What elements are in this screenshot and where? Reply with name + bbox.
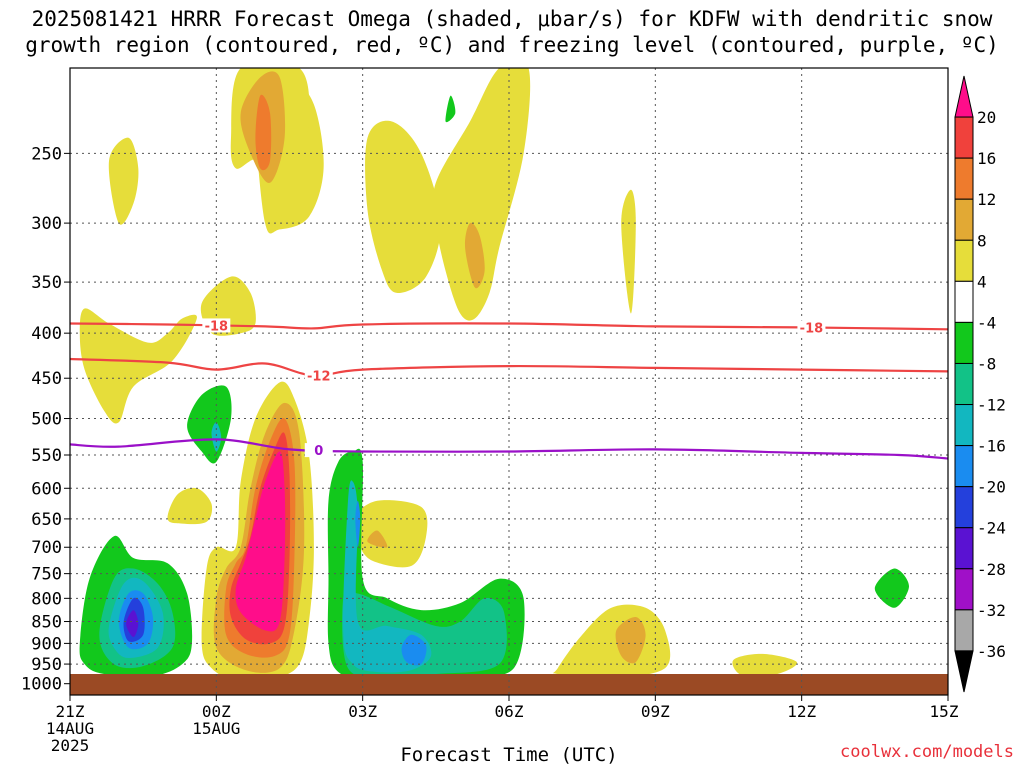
- x-tick-label: 03Z: [348, 702, 377, 721]
- colorbar-label: 20: [977, 108, 996, 127]
- y-tick-label: 600: [31, 479, 62, 499]
- y-tick-label: 550: [31, 446, 62, 466]
- x-tick-label: 15Z: [930, 702, 959, 721]
- y-tick-label: 500: [31, 410, 62, 430]
- colorbar-bin: [954, 568, 974, 611]
- omega-region-orange-5: [367, 530, 388, 548]
- contour-line-2: [70, 438, 948, 460]
- colorbar-bin: [954, 239, 974, 282]
- omega-region-yellow-8: [432, 68, 531, 321]
- colorbar-label: -28: [977, 560, 1006, 579]
- colorbar-bottom-arrow: [954, 650, 974, 693]
- colorbar-label: -36: [977, 642, 1006, 661]
- omega-region-magenta-1: [235, 451, 286, 632]
- colorbar-bin: [954, 609, 974, 652]
- colorbar-bin: [954, 362, 974, 406]
- omega-region-cyan-2: [211, 422, 222, 452]
- omega-region-yellow-9: [621, 189, 636, 314]
- x-tick-label: 14AUG: [46, 719, 94, 738]
- y-tick-label: 800: [31, 589, 62, 609]
- ground-surface: [70, 674, 948, 695]
- omega-region-yellow-3: [167, 487, 213, 525]
- colorbar-bin: [954, 198, 974, 241]
- grid-lines: [70, 68, 948, 695]
- colorbar-bin: [954, 486, 974, 529]
- x-tick-label: 2025: [51, 736, 90, 755]
- y-tick-label: 650: [31, 510, 62, 530]
- y-tick-label: 450: [31, 369, 62, 389]
- contour-label: -12: [307, 370, 331, 385]
- x-tick-label: 06Z: [495, 702, 524, 721]
- omega-region-green-5: [445, 95, 456, 123]
- colorbar-label: -4: [977, 313, 996, 332]
- y-tick-label: 250: [31, 144, 62, 164]
- x-tick-label: 15AUG: [192, 719, 240, 738]
- colorbar-bin: [954, 527, 974, 570]
- colorbar-label: -32: [977, 601, 1006, 620]
- contour-lines: -18 -18 -12 0: [70, 318, 948, 460]
- omega-region-orange-6: [615, 616, 646, 664]
- colorbar-label: 4: [977, 272, 987, 291]
- omega-region-green-2: [187, 385, 232, 464]
- omega-region-blue-4b: [355, 500, 361, 548]
- colorbar-top-arrow: [954, 75, 974, 118]
- colorbar-label: -20: [977, 478, 1006, 497]
- colorbar-bin: [954, 116, 974, 159]
- x-tick-label: 09Z: [641, 702, 670, 721]
- title-line-2: growth region (contoured, red, ºC) and f…: [25, 33, 999, 57]
- contour-label-bg: [202, 318, 231, 333]
- colorbar-label: 16: [977, 149, 996, 168]
- colorbar-label: 12: [977, 190, 996, 209]
- colorbar-bin: [954, 445, 974, 488]
- colorbar-label: -12: [977, 396, 1006, 415]
- contour-label-bg: [304, 368, 333, 383]
- y-tick-label: 750: [31, 565, 62, 585]
- colorbar-label: -16: [977, 437, 1006, 456]
- x-axis-title: Forecast Time (UTC): [400, 744, 618, 766]
- y-axis: 2503003504004505005506006507007508008509…: [21, 144, 70, 695]
- y-tick-label: 300: [31, 214, 62, 234]
- contour-line-1: [70, 357, 948, 377]
- colorbar-bin: [954, 321, 974, 364]
- colorbar-bin: [954, 280, 974, 323]
- title-line-1: 2025081421 HRRR Forecast Omega (shaded, …: [31, 7, 993, 31]
- y-tick-label: 850: [31, 613, 62, 633]
- colorbar-label: 8: [977, 231, 987, 250]
- y-tick-label: 1000: [21, 675, 62, 695]
- omega-region-purple-1: [126, 610, 139, 637]
- contour-label: -18: [800, 321, 824, 336]
- x-tick-label: 00Z: [202, 702, 231, 721]
- omega-region-darkorange-1: [255, 94, 272, 171]
- omega-region-yellow-2: [108, 137, 139, 225]
- y-tick-label: 400: [31, 324, 62, 344]
- colorbar-bin: [954, 404, 974, 447]
- x-tick-label: 21Z: [56, 702, 85, 721]
- x-tick-label: 12Z: [787, 702, 816, 721]
- omega-region-orange-4: [464, 222, 485, 289]
- omega-region-blue-4: [401, 634, 427, 666]
- omega-region-yellow-7: [365, 120, 441, 293]
- y-tick-label: 700: [31, 538, 62, 558]
- colorbar: 20 16 12 8 4 -4 -8 -12 -16 -20 -24 -28 -32 -36: [954, 75, 1006, 693]
- contour-label-bg: [304, 443, 333, 458]
- colorbar-label: -8: [977, 354, 996, 373]
- contour-label: 0: [314, 444, 323, 459]
- y-tick-label: 350: [31, 273, 62, 293]
- omega-region-green-6: [874, 568, 909, 608]
- omega-region-yellow-6: [79, 308, 197, 424]
- omega-shading: [79, 68, 909, 683]
- site-credit: coolwx.com/models: [840, 742, 1014, 762]
- omega-region-yellow-10: [351, 500, 428, 568]
- y-tick-label: 900: [31, 634, 62, 654]
- omega-region-yellow-12: [732, 653, 798, 678]
- colorbar-label: -24: [977, 519, 1006, 538]
- y-tick-label: 950: [31, 655, 62, 675]
- contour-label-bg: [797, 320, 826, 335]
- colorbar-bin: [954, 157, 974, 200]
- contour-label: -18: [205, 319, 229, 334]
